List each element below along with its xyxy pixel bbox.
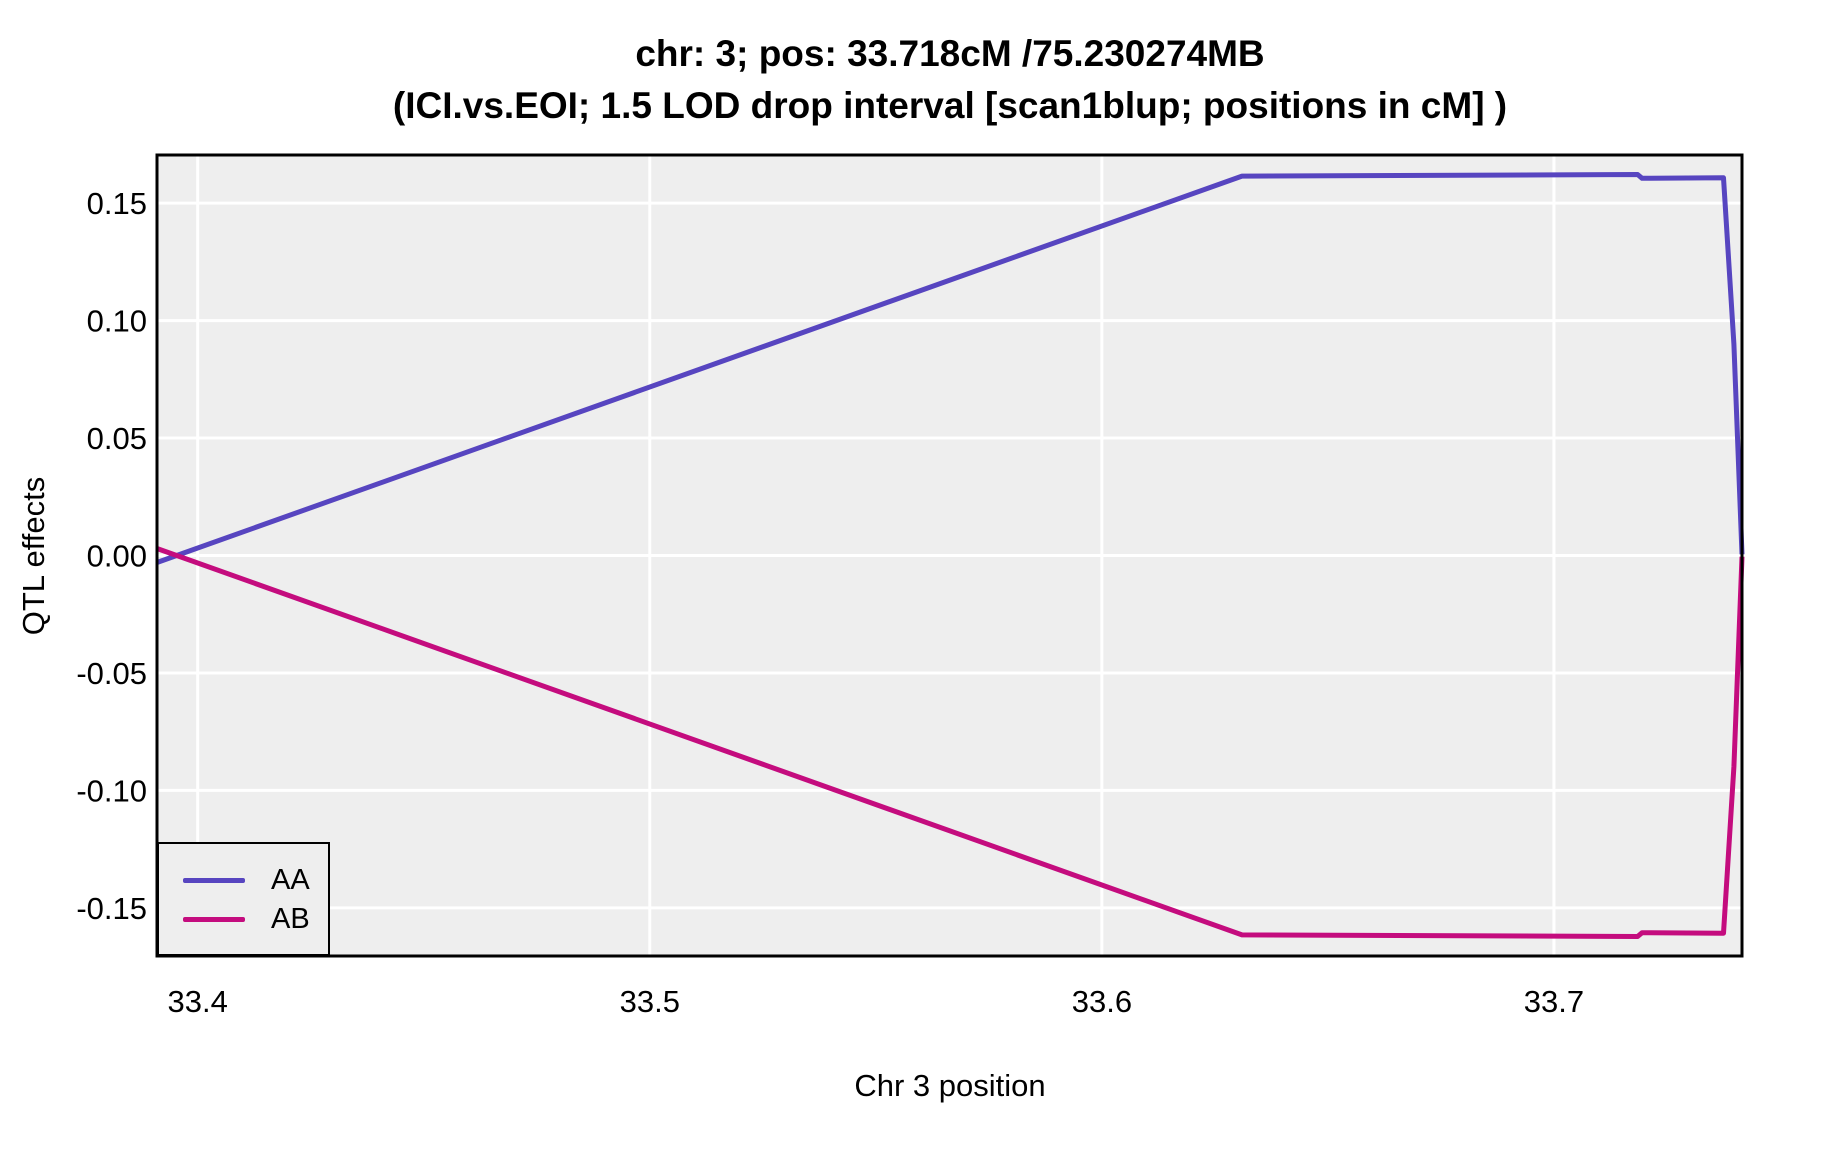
plot-area: 33.4 33.5 33.6 33.7 0.15 0.10 0.05 0.00 -0.05 -0.… bbox=[76, 153, 1745, 1019]
chart-title-line2: (ICI.vs.EOI; 1.5 LOD drop interval [scan… bbox=[393, 85, 1507, 126]
legend: AA AB bbox=[157, 842, 330, 956]
legend-line-swatch-ab bbox=[183, 916, 245, 922]
x-tick-label: 33.5 bbox=[620, 984, 680, 1019]
series-line-aa bbox=[156, 172, 1745, 565]
x-tick-label: 33.4 bbox=[168, 984, 228, 1019]
chart-title-line1: chr: 3; pos: 33.718cM /75.230274MB bbox=[635, 33, 1264, 74]
legend-label-aa: AA bbox=[271, 863, 310, 896]
y-tick-label: 0.10 bbox=[87, 304, 147, 339]
x-axis-title: Chr 3 position bbox=[854, 1068, 1045, 1103]
x-tick-label: 33.7 bbox=[1524, 984, 1584, 1019]
y-tick-label: -0.10 bbox=[76, 773, 147, 808]
x-tick-label: 33.6 bbox=[1072, 984, 1132, 1019]
y-tick-label: 0.05 bbox=[87, 421, 147, 456]
y-axis-title: QTL effects bbox=[16, 477, 51, 636]
y-tick-label: 0.00 bbox=[87, 539, 147, 574]
legend-label-ab: AB bbox=[271, 902, 310, 935]
plot-panel-border bbox=[155, 153, 1744, 958]
series-line-ab bbox=[156, 546, 1745, 939]
y-tick-label: -0.05 bbox=[76, 656, 147, 691]
y-tick-label: 0.15 bbox=[87, 186, 147, 221]
y-tick-label: -0.15 bbox=[76, 891, 147, 926]
legend-line-swatch-aa bbox=[183, 877, 245, 883]
legend-entry-aa: AA bbox=[159, 861, 310, 899]
legend-entry-ab: AB bbox=[159, 900, 310, 938]
